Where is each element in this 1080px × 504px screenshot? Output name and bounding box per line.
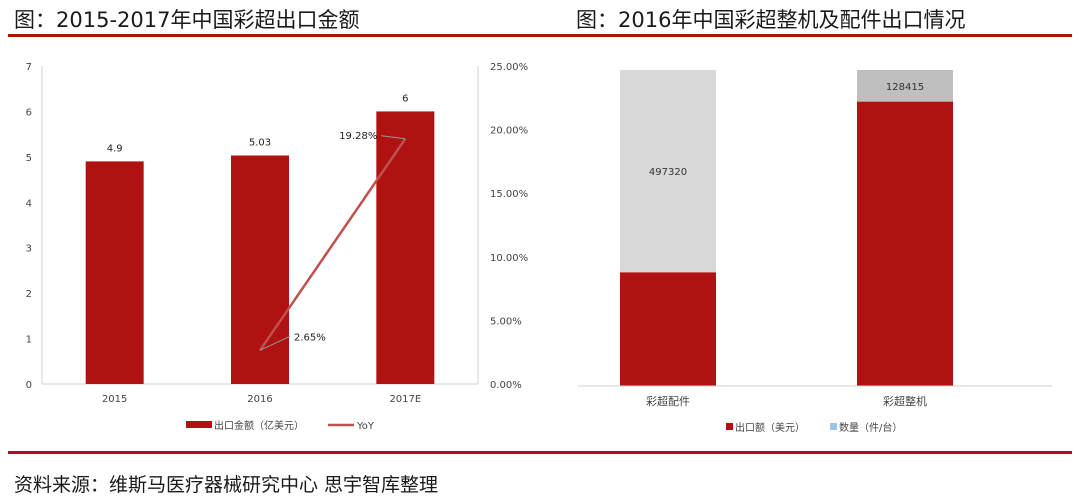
y-right-tick-label: 5.00% <box>490 316 522 327</box>
title-divider <box>8 34 1072 37</box>
stacked-bar-quantity <box>857 70 953 102</box>
yoy-line <box>258 138 407 351</box>
footer-divider <box>8 451 1072 454</box>
y-right-tick-label: 10.00% <box>490 253 528 264</box>
stacked-bar-export-amount <box>620 272 716 386</box>
y-right-tick-label: 20.00% <box>490 126 528 137</box>
legend-swatch-bar <box>186 421 212 428</box>
stacked-bar-quantity <box>620 70 716 273</box>
y-right-tick-label: 15.00% <box>490 189 528 200</box>
quantity-data-label: 497320 <box>649 167 687 178</box>
x-tick-label: 彩超整机 <box>883 394 927 408</box>
x-tick-label: 2015 <box>102 394 127 405</box>
yoy-data-label: 2.65% <box>294 332 326 343</box>
y-left-tick-label: 2 <box>26 289 32 300</box>
stacked-bar-export-amount <box>857 101 953 386</box>
quantity-data-label: 128415 <box>886 82 924 93</box>
y-left-tick-label: 7 <box>26 62 32 73</box>
legend-label-quantity: 数量（件/台） <box>839 421 902 434</box>
y-left-tick-label: 1 <box>26 335 32 346</box>
legend-swatch-export <box>726 423 733 430</box>
x-tick-label: 彩超配件 <box>646 394 690 408</box>
yoy-label-leader <box>381 135 406 140</box>
bar-export-amount <box>85 161 144 384</box>
right-chart-title: 图：2016年中国彩超整机及配件出口情况 <box>576 8 966 32</box>
left-chart-title: 图：2015-2017年中国彩超出口金额 <box>14 8 360 32</box>
legend-label-bar: 出口金额（亿美元） <box>214 419 304 432</box>
source-note: 资料来源：维斯马医疗器械研究中心 思宇智库整理 <box>14 474 439 496</box>
x-tick-label: 2017E <box>389 394 421 405</box>
y-left-tick-label: 5 <box>26 153 32 164</box>
bar-export-amount <box>376 111 435 384</box>
export-amount-chart: 0 1 2 3 4 5 6 7 0.00% 5.00% 10.00% 15.00% 20.00% 25.0… <box>26 62 529 432</box>
y-left-tick-label: 4 <box>26 198 32 209</box>
bar-data-label: 4.9 <box>107 143 123 154</box>
legend-label-line: YoY <box>356 421 375 432</box>
y-right-tick-label: 0.00% <box>490 380 522 391</box>
y-right-tick-label: 25.00% <box>490 62 528 73</box>
legend-swatch-quantity <box>830 423 837 430</box>
legend-label-export: 出口额（美元） <box>735 421 805 434</box>
y-left-tick-label: 6 <box>26 107 32 118</box>
yoy-data-label: 19.28% <box>339 131 377 142</box>
bar-data-label: 6 <box>402 93 408 104</box>
bar-data-label: 5.03 <box>249 137 271 148</box>
y-left-tick-label: 3 <box>26 244 32 255</box>
bar-export-amount <box>231 155 289 384</box>
x-tick-label: 2016 <box>247 394 272 405</box>
y-left-tick-label: 0 <box>26 380 32 391</box>
yoy-label-leader <box>259 335 291 351</box>
